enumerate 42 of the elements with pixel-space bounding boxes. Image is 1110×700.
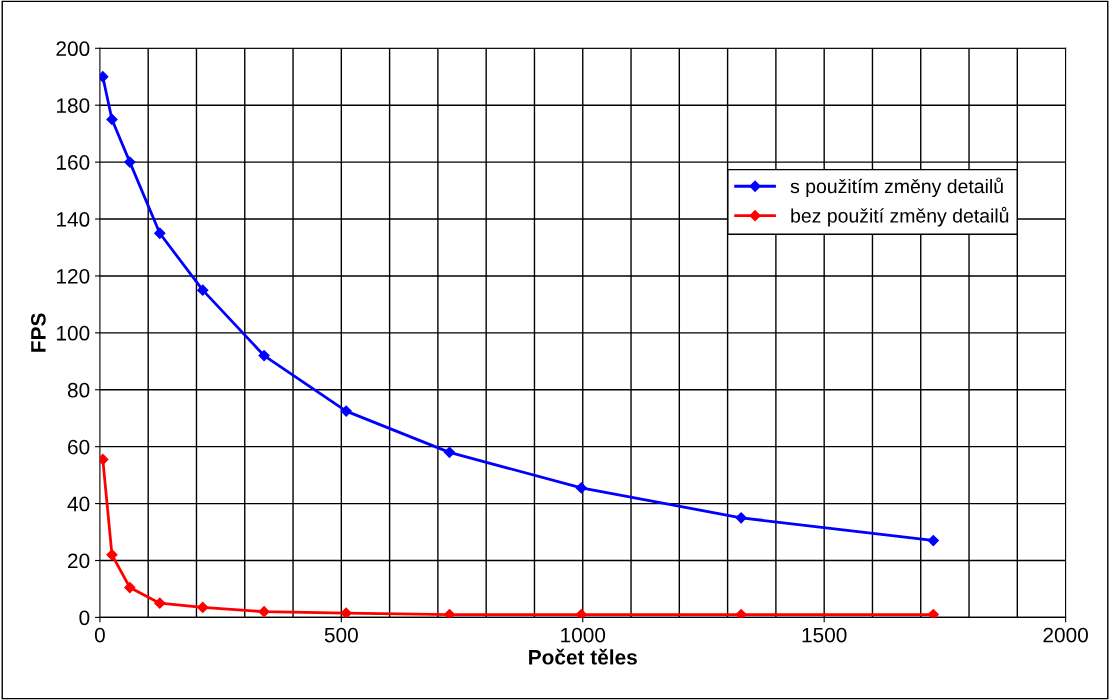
legend-label: s použitím změny detailů: [790, 177, 1003, 198]
y-tick-label: 120: [57, 268, 90, 284]
point: [106, 549, 118, 561]
y-tick-label: 0: [79, 610, 90, 626]
y-tick-label: 100: [57, 325, 90, 341]
point: [124, 156, 136, 168]
point: [258, 350, 270, 362]
point: [258, 606, 270, 618]
point: [443, 446, 456, 458]
y-tick-label: 80: [67, 382, 90, 398]
point: [927, 608, 939, 618]
y-tick-label: 160: [57, 155, 90, 170]
x-axis-title: Počet těles: [529, 648, 637, 665]
point: [154, 597, 166, 609]
legend-label: bez použití změny detailů: [791, 206, 1009, 227]
x-tick-label: 0: [94, 627, 105, 643]
point: [340, 405, 352, 417]
y-tick-label: 140: [57, 212, 90, 227]
point: [197, 284, 209, 296]
x-tick-label: 2000: [1043, 627, 1088, 643]
x-tick-label: 500: [324, 627, 358, 643]
point: [106, 113, 118, 126]
point: [154, 227, 166, 239]
point: [575, 482, 587, 494]
y-tick-label: 40: [67, 496, 90, 512]
y-tick-label: 180: [57, 98, 90, 113]
point: [443, 608, 456, 618]
y-tick-label: 60: [68, 439, 90, 455]
point: [99, 71, 109, 83]
point: [340, 607, 352, 618]
point: [927, 534, 939, 547]
point: [99, 453, 109, 466]
y-axis-title: FPS: [31, 313, 46, 352]
point: [735, 608, 747, 618]
y-tick-label: 20: [68, 553, 90, 569]
point: [735, 512, 747, 524]
x-tick-label: 1000: [561, 627, 606, 643]
point: [197, 601, 209, 614]
x-tick-label: 1500: [802, 627, 847, 643]
point: [575, 608, 587, 618]
point: [124, 581, 136, 594]
y-tick-label: 200: [56, 41, 90, 57]
